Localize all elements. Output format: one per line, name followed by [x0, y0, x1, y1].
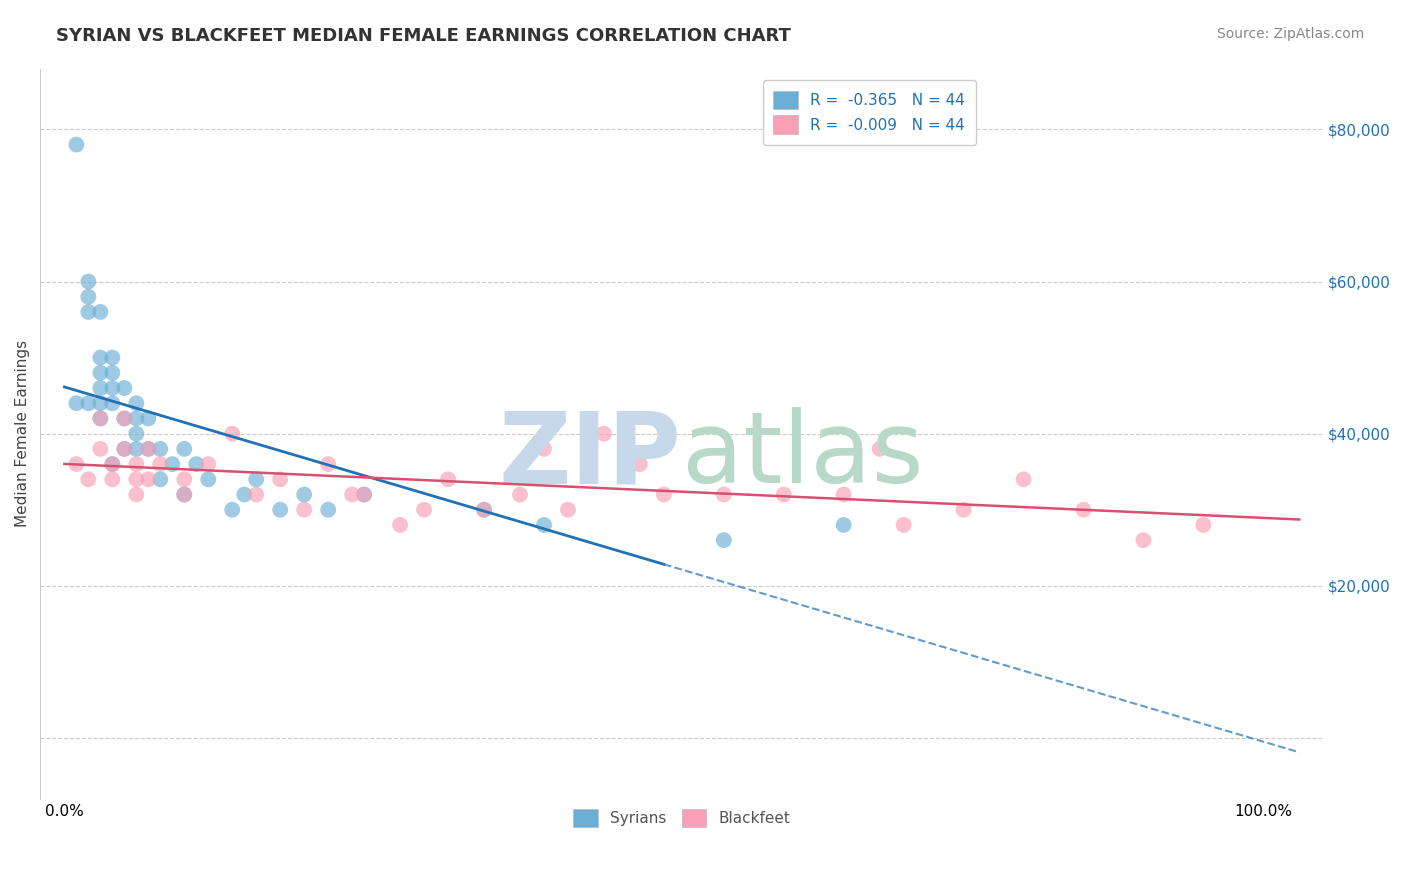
Point — [509, 487, 531, 501]
Point — [869, 442, 891, 456]
Point — [173, 487, 195, 501]
Point — [149, 442, 172, 456]
Point — [125, 487, 148, 501]
Point — [101, 457, 124, 471]
Point — [89, 411, 111, 425]
Point — [292, 487, 315, 501]
Y-axis label: Median Female Earnings: Median Female Earnings — [15, 340, 30, 527]
Point — [101, 351, 124, 365]
Point — [221, 502, 243, 516]
Point — [65, 137, 87, 152]
Point — [533, 442, 555, 456]
Point — [472, 502, 495, 516]
Point — [65, 457, 87, 471]
Point — [77, 290, 100, 304]
Point — [233, 487, 256, 501]
Point — [652, 487, 675, 501]
Point — [89, 366, 111, 380]
Text: atlas: atlas — [682, 407, 924, 504]
Point — [186, 457, 208, 471]
Point — [112, 411, 135, 425]
Point — [173, 472, 195, 486]
Point — [893, 518, 915, 533]
Point — [832, 518, 855, 533]
Point — [77, 305, 100, 319]
Point — [1192, 518, 1215, 533]
Point — [952, 502, 974, 516]
Point — [89, 396, 111, 410]
Point — [173, 442, 195, 456]
Point — [269, 502, 291, 516]
Point — [101, 381, 124, 395]
Point — [125, 411, 148, 425]
Point — [389, 518, 412, 533]
Point — [197, 457, 219, 471]
Point — [89, 381, 111, 395]
Point — [101, 396, 124, 410]
Point — [713, 533, 735, 548]
Point — [77, 275, 100, 289]
Point — [136, 442, 159, 456]
Point — [772, 487, 794, 501]
Point — [136, 472, 159, 486]
Point — [136, 411, 159, 425]
Point — [125, 457, 148, 471]
Point — [173, 487, 195, 501]
Point — [89, 442, 111, 456]
Point — [101, 457, 124, 471]
Point — [89, 351, 111, 365]
Point — [77, 396, 100, 410]
Point — [162, 457, 184, 471]
Point — [221, 426, 243, 441]
Point — [292, 502, 315, 516]
Point — [136, 442, 159, 456]
Point — [533, 518, 555, 533]
Point — [112, 442, 135, 456]
Point — [125, 396, 148, 410]
Point — [77, 472, 100, 486]
Point — [437, 472, 460, 486]
Point — [101, 472, 124, 486]
Point — [149, 472, 172, 486]
Point — [353, 487, 375, 501]
Point — [472, 502, 495, 516]
Point — [197, 472, 219, 486]
Point — [557, 502, 579, 516]
Point — [353, 487, 375, 501]
Point — [149, 457, 172, 471]
Point — [1073, 502, 1095, 516]
Point — [125, 426, 148, 441]
Point — [89, 305, 111, 319]
Point — [101, 366, 124, 380]
Point — [832, 487, 855, 501]
Point — [1132, 533, 1154, 548]
Point — [593, 426, 616, 441]
Point — [89, 411, 111, 425]
Legend: Syrians, Blackfeet: Syrians, Blackfeet — [565, 801, 799, 835]
Text: SYRIAN VS BLACKFEET MEDIAN FEMALE EARNINGS CORRELATION CHART: SYRIAN VS BLACKFEET MEDIAN FEMALE EARNIN… — [56, 27, 792, 45]
Point — [245, 472, 267, 486]
Point — [125, 472, 148, 486]
Point — [713, 487, 735, 501]
Text: Source: ZipAtlas.com: Source: ZipAtlas.com — [1216, 27, 1364, 41]
Point — [125, 442, 148, 456]
Point — [316, 457, 339, 471]
Point — [269, 472, 291, 486]
Point — [112, 442, 135, 456]
Point — [112, 411, 135, 425]
Point — [316, 502, 339, 516]
Point — [112, 381, 135, 395]
Point — [628, 457, 651, 471]
Point — [1012, 472, 1035, 486]
Text: ZIP: ZIP — [499, 407, 682, 504]
Point — [65, 396, 87, 410]
Point — [245, 487, 267, 501]
Point — [340, 487, 363, 501]
Point — [413, 502, 436, 516]
